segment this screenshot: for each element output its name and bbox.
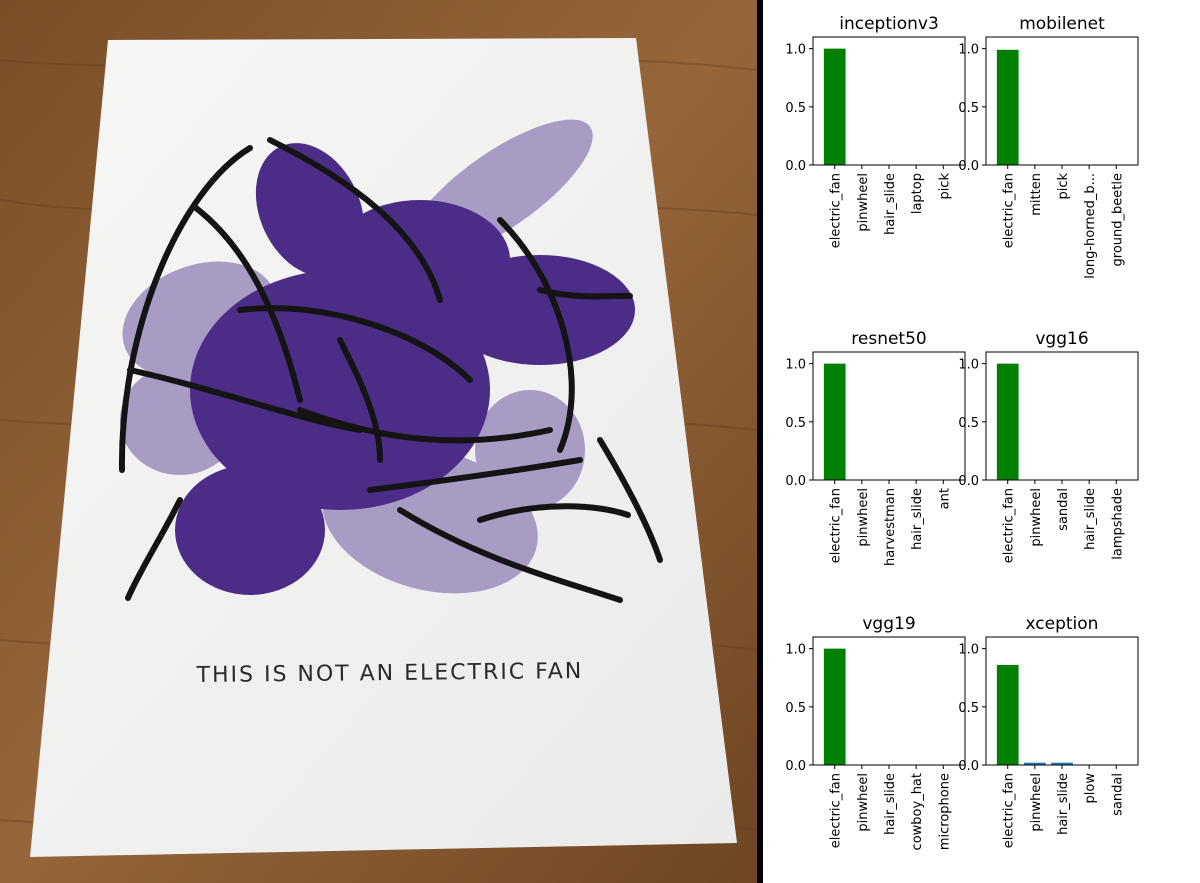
bar-electric_fan (823, 648, 846, 765)
y-tick-label: 0.0 (785, 474, 806, 489)
chart-title: vgg19 (862, 614, 915, 634)
x-tick-label: hair_slide (1056, 773, 1071, 835)
x-tick-label: pinwheel (856, 173, 871, 232)
y-tick-label: 0.0 (958, 159, 979, 174)
chart-vgg16: vgg16 electric_fan pinwheel sandal hair_slid… (958, 329, 1139, 563)
chart-title: resnet50 (851, 329, 926, 349)
x-tick-label: ant (937, 488, 952, 509)
chart-title: inceptionv3 (839, 14, 939, 34)
x-tick-label: pinwheel (1029, 773, 1044, 832)
plot-frame (812, 636, 966, 766)
chart-mobilenet: mobilenet electric_fan mitten pick long-horn… (958, 14, 1139, 279)
x-tick-label: electric_fan (1002, 488, 1017, 563)
bar-hair_slide (1051, 762, 1073, 765)
model-predictions-charts: inceptionv3 electric_fan pinwheel hair_slid… (763, 0, 1200, 883)
black-scribbles (118, 137, 663, 603)
x-tick-label: microphone (937, 773, 952, 850)
y-tick-label: 1.0 (958, 43, 979, 58)
x-tick-label: electric_fan (829, 488, 844, 563)
plot-frame (985, 351, 1139, 481)
y-tick-label: 0.5 (785, 701, 806, 716)
y-tick-label: 0.5 (958, 701, 979, 716)
x-tick-label: sandal (1056, 488, 1071, 531)
bar-electric_fan (823, 48, 846, 165)
x-tick-label: hair_slide (883, 773, 898, 835)
x-tick-label: hair_slide (883, 173, 898, 235)
x-tick-label: pinwheel (1029, 488, 1044, 547)
y-tick-label: 0.0 (785, 159, 806, 174)
x-tick-label: lampshade (1110, 488, 1125, 560)
plot-frame (985, 636, 1139, 766)
artwork-photo: THIS IS NOT AN ELECTRIC FAN (0, 0, 757, 883)
bar-electric_fan (996, 664, 1019, 765)
chart-resnet50: resnet50 electric_fan pinwheel harvestman ha… (785, 329, 966, 566)
chart-inceptionv3: inceptionv3 electric_fan pinwheel hair_slid… (785, 14, 966, 248)
x-tick-label: hair_slide (910, 488, 925, 550)
x-tick-label: mitten (1029, 173, 1044, 216)
y-tick-label: 1.0 (958, 358, 979, 373)
bar-electric_fan (823, 363, 846, 480)
chart-title: xception (1026, 614, 1099, 634)
x-tick-label: electric_fan (1002, 773, 1017, 848)
x-tick-label: pinwheel (856, 488, 871, 547)
bar-electric_fan (996, 363, 1019, 480)
bar-electric_fan (996, 49, 1019, 165)
y-tick-label: 0.0 (958, 759, 979, 774)
y-tick-label: 1.0 (785, 643, 806, 658)
x-tick-label: electric_fan (829, 173, 844, 248)
y-tick-label: 0.5 (785, 101, 806, 116)
y-tick-label: 0.0 (785, 759, 806, 774)
y-tick-label: 0.5 (785, 416, 806, 431)
purple-blob-dark (175, 143, 635, 595)
y-tick-label: 0.5 (958, 101, 979, 116)
x-tick-label: pick (937, 173, 952, 200)
y-tick-label: 1.0 (785, 358, 806, 373)
x-tick-label: laptop (910, 173, 925, 214)
chart-title: mobilenet (1019, 14, 1105, 34)
plot-frame (812, 351, 966, 481)
chart-title: vgg16 (1035, 329, 1088, 349)
panel-divider (757, 0, 763, 883)
y-tick-label: 0.0 (958, 474, 979, 489)
x-tick-label: electric_fan (829, 773, 844, 848)
y-tick-label: 0.5 (958, 416, 979, 431)
plot-frame (812, 36, 966, 166)
x-tick-label: plow (1083, 773, 1098, 804)
bar-pinwheel (1024, 762, 1046, 765)
x-tick-label: harvestman (883, 488, 898, 566)
x-tick-label: sandal (1110, 773, 1125, 816)
x-tick-label: pick (1056, 173, 1071, 200)
plot-frame (985, 36, 1139, 166)
x-tick-label: electric_fan (1002, 173, 1017, 248)
y-tick-label: 1.0 (958, 643, 979, 658)
chart-xception: xception electric_fan pinwheel hair_slide pl… (958, 614, 1139, 848)
artwork-caption: THIS IS NOT AN ELECTRIC FAN (195, 659, 583, 688)
x-tick-label: hair_slide (1083, 488, 1098, 550)
y-tick-label: 1.0 (785, 43, 806, 58)
chart-vgg19: vgg19 electric_fan pinwheel hair_slide cowbo… (785, 614, 966, 850)
x-tick-label: ground_beetle (1110, 173, 1125, 266)
x-tick-label: pinwheel (856, 773, 871, 832)
x-tick-label: cowboy_hat (910, 773, 925, 850)
x-tick-label: long-horned_b... (1083, 173, 1098, 279)
